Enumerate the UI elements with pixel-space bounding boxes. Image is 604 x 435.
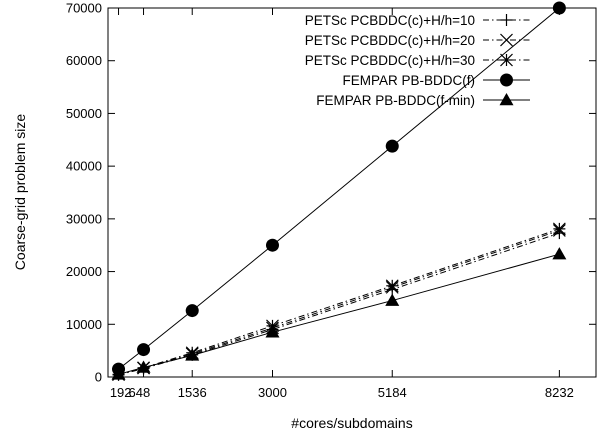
y-tick-label: 20000 <box>66 264 102 279</box>
marker-part <box>552 222 566 236</box>
marker-circle <box>137 343 151 357</box>
marker-triangle <box>136 360 151 373</box>
marker-part <box>385 279 399 293</box>
y-tick-label: 30000 <box>66 211 102 226</box>
legend-item: PETSc PCBDDC(c)+H/h=30 <box>305 53 530 68</box>
legend-item: FEMPAR PB-BDDC(f-min) <box>316 93 530 108</box>
marker-triangle <box>499 93 514 106</box>
marker-circle <box>265 238 279 252</box>
x-tick-label: 5184 <box>378 385 407 400</box>
marker-triangle <box>385 293 400 306</box>
legend-item: PETSc PCBDDC(c)+H/h=10 <box>305 13 530 28</box>
series-line <box>118 228 560 375</box>
series-5 <box>111 247 567 380</box>
series-line <box>118 232 560 376</box>
y-axis-label: Coarse-grid problem size <box>12 114 28 271</box>
marker-asterisk <box>500 53 513 67</box>
marker-triangle <box>185 348 200 361</box>
plot-frame <box>107 7 597 378</box>
legend-label: FEMPAR PB-BDDC(f) <box>342 73 475 88</box>
legend-label: PETSc PCBDDC(c)+H/h=20 <box>305 33 475 48</box>
marker-part <box>500 53 513 67</box>
legend-item: FEMPAR PB-BDDC(f) <box>342 73 530 88</box>
series-2 <box>112 224 566 382</box>
x-tick-label: 192 <box>110 385 132 400</box>
marker-asterisk <box>385 279 399 293</box>
marker-part <box>500 33 513 47</box>
y-tick-label: 40000 <box>66 159 102 174</box>
x-axis-label: #cores/subdomains <box>291 415 412 431</box>
axis-ticks: 0 10000 20000 30000 40000 50000 60000 70000 1926… <box>66 1 596 400</box>
series-line <box>118 229 560 376</box>
legend-label: PETSc PCBDDC(c)+H/h=10 <box>305 13 475 28</box>
marker-plus <box>500 14 513 26</box>
legend-item: PETSc PCBDDC(c)+H/h=20 <box>305 33 530 48</box>
y-tick-label: 50000 <box>66 106 102 121</box>
marker-circle <box>500 73 513 87</box>
x-tick-label: 8232 <box>545 385 574 400</box>
legend-label: PETSc PCBDDC(c)+H/h=30 <box>305 53 475 68</box>
marker-circle <box>552 1 566 15</box>
marker-cross <box>500 33 513 47</box>
y-tick-label: 70000 <box>66 1 102 16</box>
series-layer <box>111 1 567 382</box>
marker-circle <box>385 139 399 153</box>
marker-circle <box>185 304 199 318</box>
y-tick-label: 10000 <box>66 317 102 332</box>
legend-label: FEMPAR PB-BDDC(f-min) <box>316 93 475 108</box>
marker-asterisk <box>552 222 566 236</box>
x-tick-label: 3000 <box>258 385 287 400</box>
y-tick-label: 60000 <box>66 53 102 68</box>
marker-triangle <box>265 325 280 338</box>
legend: PETSc PCBDDC(c)+H/h=10 PETSc PCBDDC(c)+H/… <box>305 13 530 108</box>
x-tick-label: 1536 <box>178 385 207 400</box>
x-tick-label: 648 <box>129 385 151 400</box>
y-tick-label: 0 <box>95 370 102 385</box>
series-3 <box>112 222 566 381</box>
marker-triangle <box>111 367 126 380</box>
marker-triangle <box>552 247 567 260</box>
series-4 <box>112 1 566 376</box>
